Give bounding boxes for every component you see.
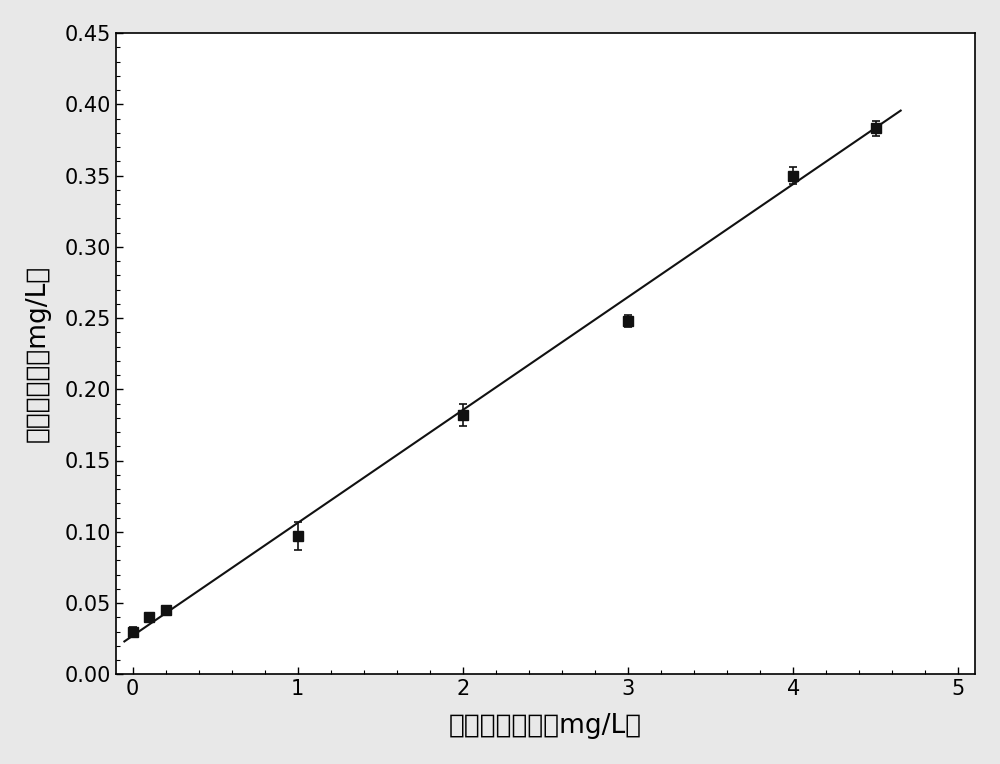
Y-axis label: 氯离子浓度（mg/L）: 氯离子浓度（mg/L） [25, 265, 51, 442]
X-axis label: 三氯乙烯浓度（mg/L）: 三氯乙烯浓度（mg/L） [449, 713, 642, 739]
